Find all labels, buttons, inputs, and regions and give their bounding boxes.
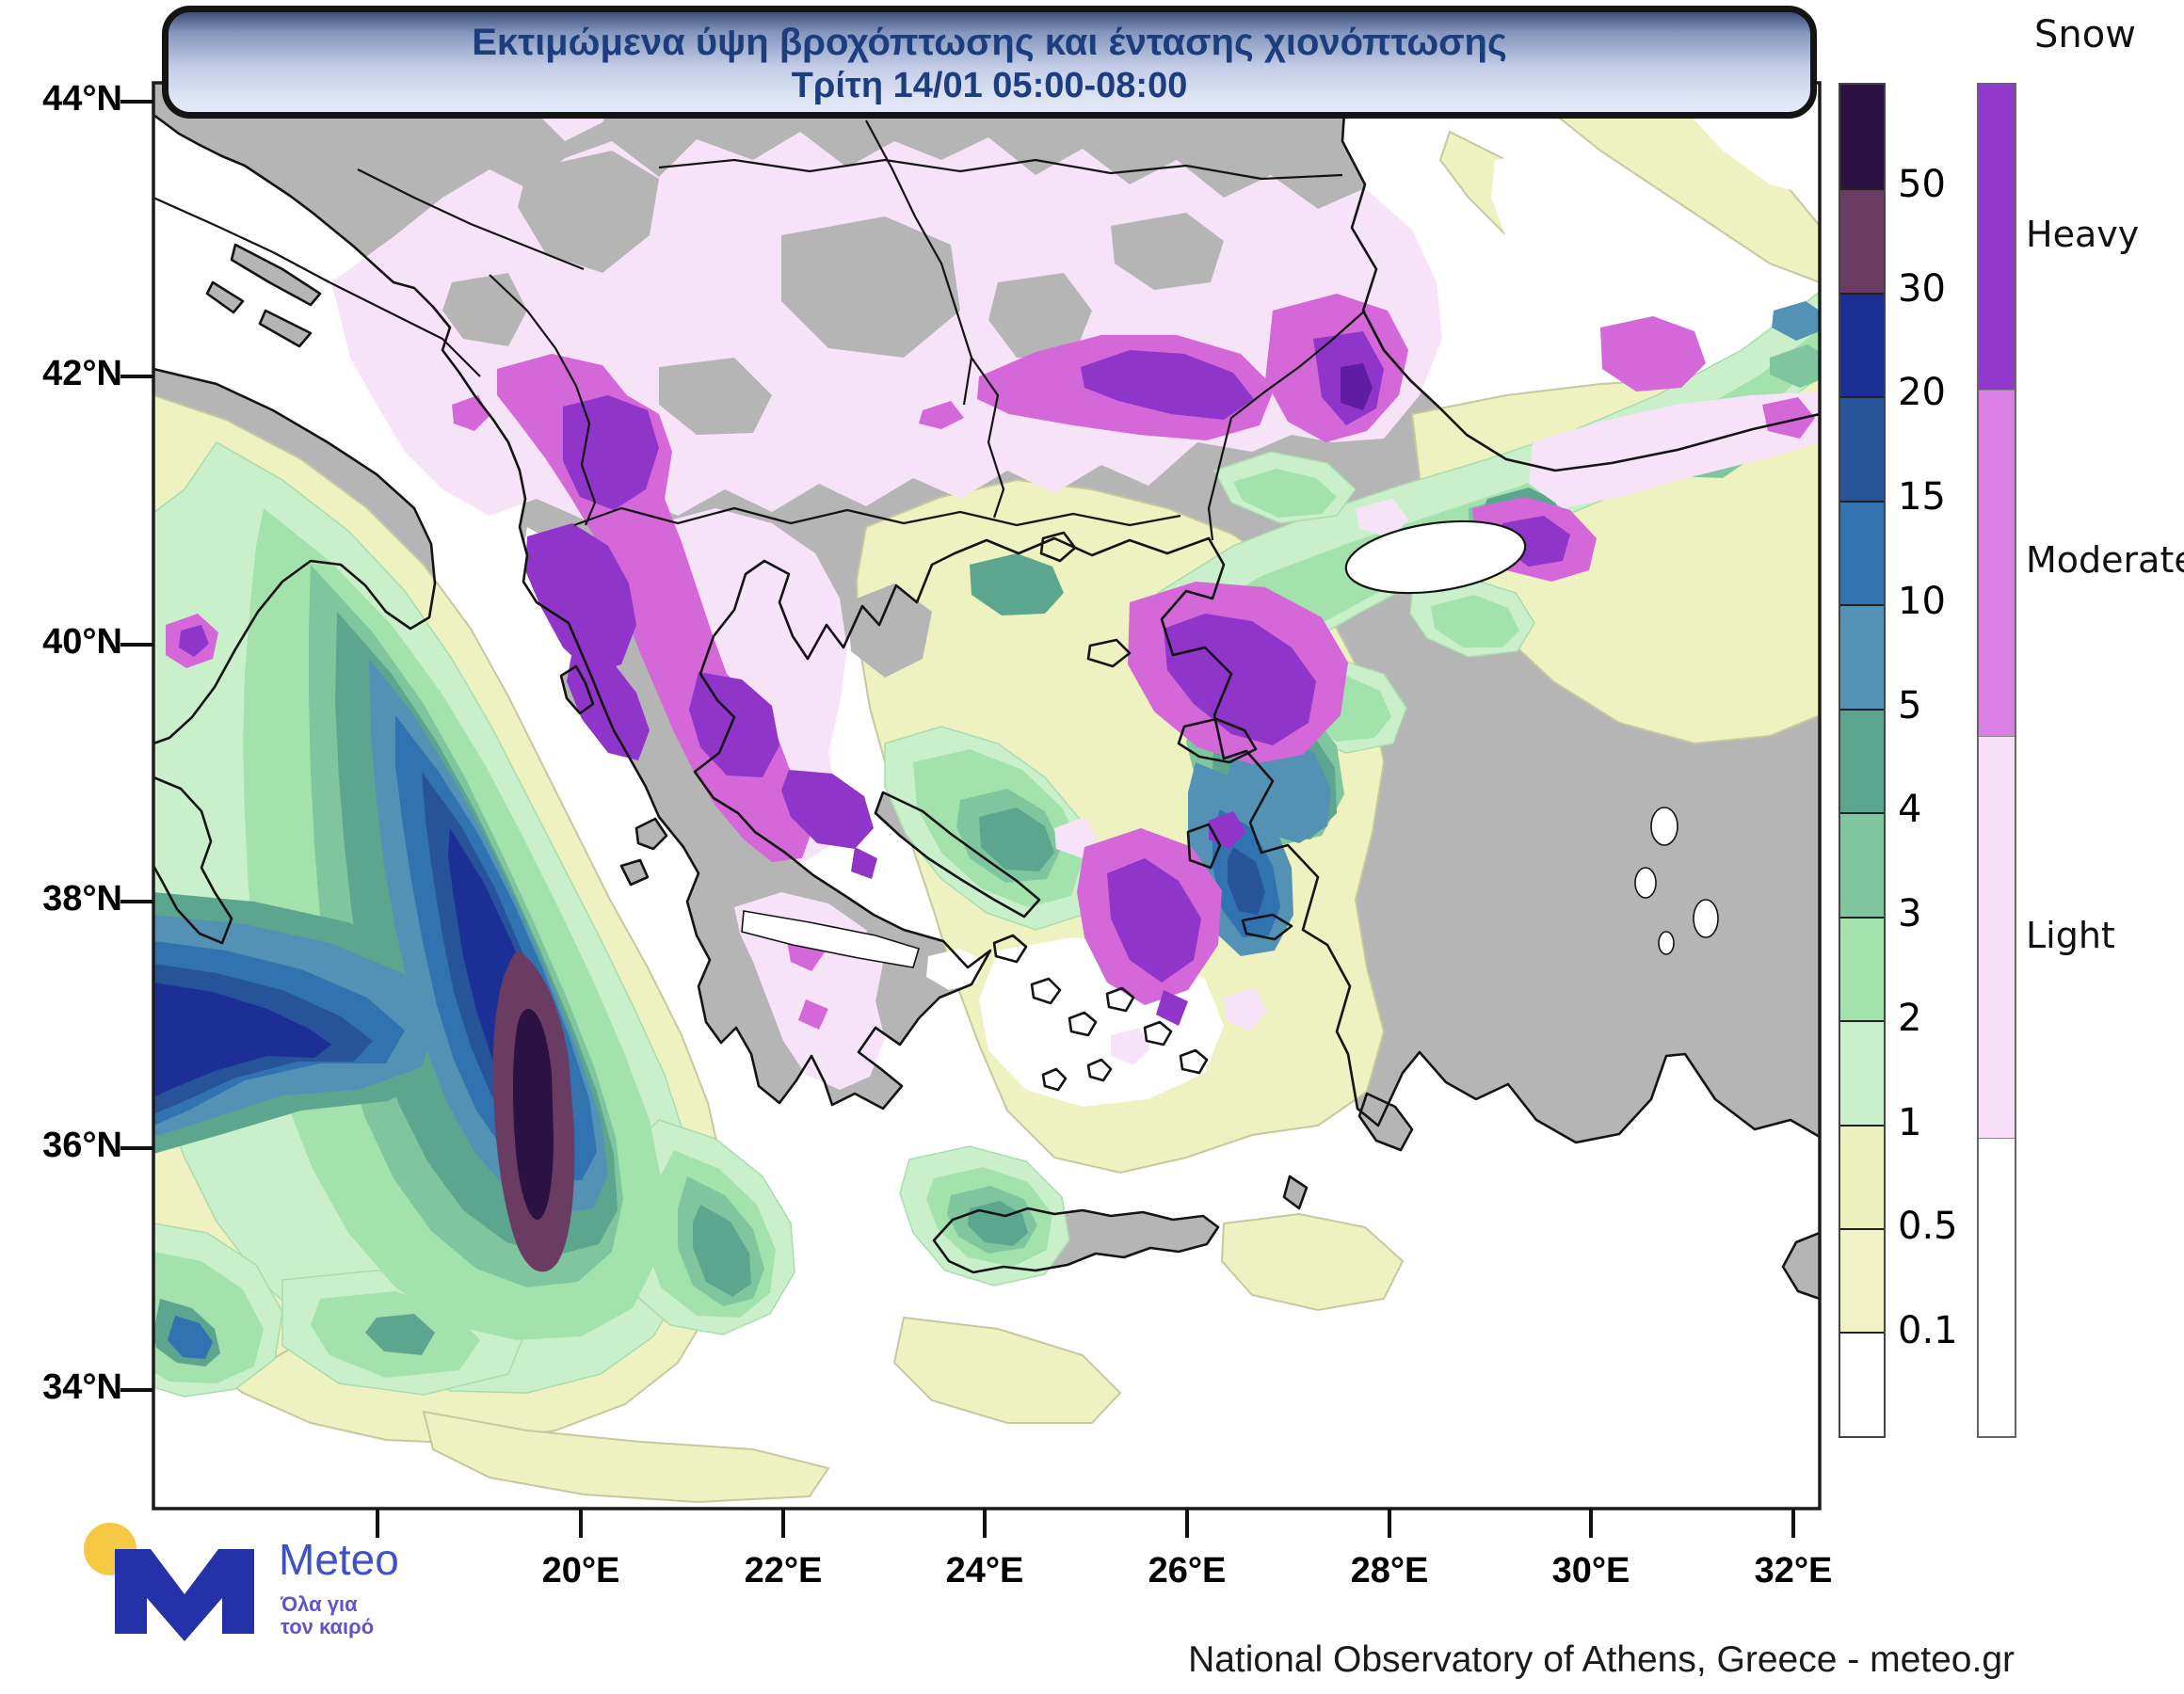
rain-colorbar [1839,83,1886,1438]
rain-colorbar-segment [1840,1124,1884,1228]
lon-label: 26°E [1148,1551,1227,1590]
snow-colorbar-segment [1979,390,2015,736]
rain-colorbar-segment [1840,1020,1884,1125]
lat-label: 42°N [42,354,122,393]
rain-tick-label: 2 [1898,996,1922,1040]
lat-label: 34°N [42,1367,122,1407]
rain-tick-label: 3 [1898,892,1922,936]
rain-tick-label: 0.1 [1898,1309,1958,1353]
lon-label: 32°E [1754,1551,1833,1590]
snow-colorbar-segment [1979,85,2015,391]
lat-label: 44°N [42,79,122,119]
rain-tick-label: 30 [1898,266,1946,311]
rain-colorbar-segment [1840,604,1884,709]
rain-tick-label: 50 [1898,162,1946,206]
lon-label: 30°E [1551,1551,1630,1590]
logo-brand-text: Meteo [279,1535,399,1584]
lat-label: 38°N [42,879,122,919]
lon-label: 20°E [541,1551,620,1590]
rain-colorbar-segment [1840,916,1884,1021]
rain-tick-label: 5 [1898,683,1922,727]
rain-colorbar-segment [1840,500,1884,605]
banner-title: Εκτιμώμενα ύψη βροχόπτωσης και έντασης χ… [472,22,1507,63]
snow-heavy-contours [179,331,1570,1026]
rain-colorbar-segment [1840,292,1884,397]
meteo-logo-icon [84,1523,254,1641]
rain-colorbar-segment [1840,1332,1884,1436]
snow-colorbar-segment [1979,1137,2015,1436]
rain-tick-label: 0.5 [1898,1205,1958,1249]
rain-colorbar-segment [1840,396,1884,501]
logo-tagline-line2: τον καιρό [281,1615,375,1638]
country-borders [153,120,1366,541]
snow-intensity-label: Light [2026,914,2115,956]
lon-label: 24°E [945,1551,1024,1590]
dry-land-patches [442,151,1224,678]
inland-water [741,519,1719,990]
logo-tagline-line1: Όλα για [281,1592,358,1616]
snow-intensity-label: Heavy [2026,213,2140,255]
snow-intensity-label: Moderate [2026,539,2184,582]
title-banner: Εκτιμώμενα ύψη βροχόπτωσης και έντασης χ… [162,6,1817,119]
lat-label: 40°N [42,622,122,662]
snow-legend-title: Snow [2034,13,2136,56]
rain-colorbar-segment [1840,85,1884,189]
snow-colorbar [1977,83,2016,1438]
lat-label: 36°N [42,1126,122,1165]
rain-colorbar-segment [1840,188,1884,293]
lon-label: 28°E [1350,1551,1429,1590]
rain-colorbar-segment [1840,1227,1884,1333]
rain-colorbar-segment [1840,708,1884,813]
rain-tick-label: 15 [1898,475,1946,519]
attribution-text: National Observatory of Athens, Greece -… [1188,1639,2015,1680]
banner-subtitle: Τρίτη 14/01 05:00-08:00 [791,66,1188,105]
rain-colorbar-segment [1840,812,1884,917]
snow-colorbar-segment [1979,735,2015,1138]
axis-ticks [120,100,1795,1538]
rain-tick-label: 10 [1898,579,1946,623]
rain-tick-label: 20 [1898,371,1946,415]
rain-tick-label: 1 [1898,1100,1922,1144]
lon-label: 22°E [744,1551,823,1590]
rain-tick-label: 4 [1898,788,1922,832]
